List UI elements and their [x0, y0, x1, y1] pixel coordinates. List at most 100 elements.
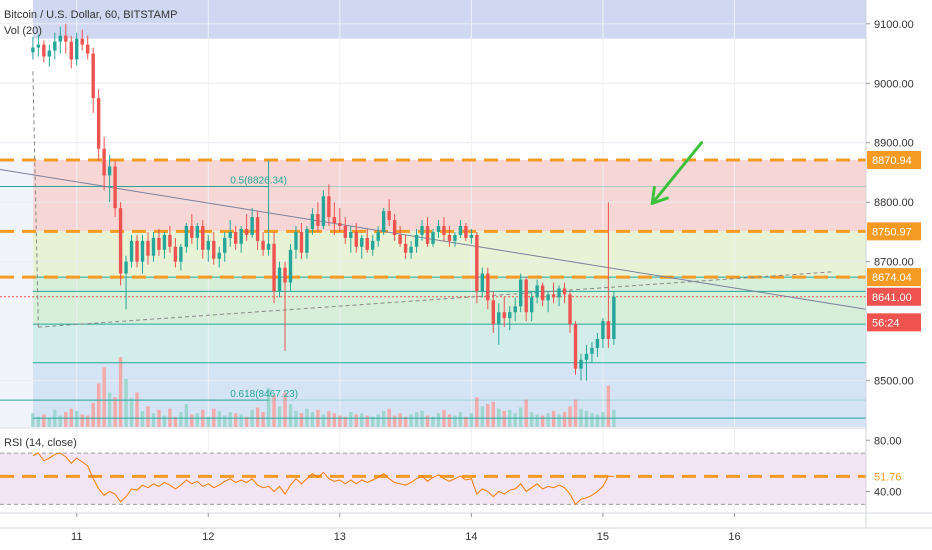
candle-body-85	[497, 312, 501, 325]
left-region	[0, 160, 33, 427]
volume-bar-103	[595, 414, 600, 427]
candle-body-103	[595, 338, 600, 348]
candle-body-99	[573, 324, 578, 369]
volume-bar-97	[562, 412, 567, 427]
candle-body-75	[442, 225, 446, 235]
candle-body-50	[305, 228, 309, 253]
candle-body-36	[228, 231, 232, 238]
candle-body-15	[113, 166, 117, 209]
candle-body-88	[513, 306, 517, 313]
volume-bar-53	[321, 414, 326, 427]
candle-body-22	[151, 237, 156, 256]
volume-bar-63	[376, 414, 380, 427]
arrow-head-1	[650, 186, 656, 205]
volume-bar-38	[239, 414, 243, 427]
candle-body-13	[102, 148, 106, 176]
candle-body-51	[310, 214, 315, 229]
candle-body-34	[217, 252, 221, 259]
volume-bar-32	[206, 416, 210, 427]
volume-bar-21	[146, 406, 150, 427]
fib-label-05: 0.5(8826.34)	[230, 176, 287, 187]
time-axis[interactable]: 11 12 13 14 15 16	[0, 513, 932, 543]
candle-body-101	[584, 353, 589, 360]
volume-bar-30	[195, 413, 200, 427]
volume-bar-99	[573, 399, 578, 427]
volume-bar-95	[551, 410, 556, 427]
candle-body-70	[414, 234, 419, 247]
arrow-shaft	[650, 141, 704, 205]
fib-labels: 0.5(8826.34) 0.618(8467.23)	[230, 176, 298, 401]
volume-bar-49	[299, 413, 304, 427]
volume-bar-9	[80, 414, 84, 427]
price-tick-label-5: 8500.00	[874, 376, 914, 388]
fib-band-0	[32, 0, 867, 39]
candle-body-14	[107, 166, 112, 176]
price-label-text-4: 56:24	[872, 317, 900, 329]
rsi-pane	[0, 427, 932, 514]
volume-bar-93	[540, 415, 545, 427]
candle-body-66	[392, 220, 397, 235]
candle-body-48	[294, 231, 298, 250]
time-tick-label-0: 11	[71, 531, 82, 543]
volume-bar-59	[354, 414, 358, 427]
volume-bar-86	[502, 410, 506, 427]
rsi-line	[32, 452, 614, 506]
rsi-band	[0, 453, 866, 505]
volume-bar-43	[266, 387, 271, 427]
candle-body-49	[299, 231, 304, 253]
volume-bar-6	[64, 412, 68, 427]
candle-body-69	[409, 246, 413, 253]
volume-bar-29	[190, 414, 194, 427]
candle-body-24	[162, 234, 167, 250]
fib-band-1	[32, 160, 867, 232]
price-tick-label-0: 9100.00	[874, 19, 914, 31]
candle-body-68	[403, 243, 408, 253]
candle-body-19	[135, 240, 139, 262]
candle-body-61	[365, 237, 369, 250]
volume-bar-41	[255, 407, 260, 427]
candle-body-81	[475, 234, 479, 292]
candle-body-39	[244, 228, 249, 235]
candle-body-26	[173, 246, 178, 262]
candle-body-12	[96, 98, 101, 149]
volume-bar-37	[233, 413, 238, 427]
volume-bar-12	[96, 383, 101, 427]
volume-bar-15	[113, 397, 117, 427]
volume-bar-57	[343, 416, 348, 427]
price-axis-bg	[866, 0, 932, 512]
candle-body-98	[568, 294, 572, 325]
price-label-bg-1	[867, 222, 921, 241]
candle-body-38	[239, 228, 243, 244]
candle-body-20	[140, 240, 145, 262]
volume-bar-54	[327, 410, 331, 427]
volume-bar-18	[129, 398, 134, 427]
candle-body-79	[464, 225, 468, 238]
chart-title: Bitcoin / U.S. Dollar, 60, BITSTAMP	[4, 9, 177, 21]
volume-bar-46	[283, 392, 287, 427]
volume-bar-71	[420, 410, 424, 427]
volume-bar-68	[403, 416, 408, 427]
price-label-text-3: 8641.00	[872, 292, 912, 304]
horizontal-levels	[0, 158, 866, 298]
green-arrow	[650, 141, 704, 205]
volume-bar-11	[91, 402, 95, 427]
volume-bar-90	[524, 399, 528, 427]
candle-body-90	[524, 279, 528, 313]
price-label-text-0: 8870.94	[872, 155, 912, 167]
volume-bar-81	[475, 397, 479, 427]
candle-body-6	[64, 35, 68, 42]
price-axis[interactable]: 9100.00 9000.00 8900.00 8800.00 8700.00 8500.…	[865, 0, 932, 528]
candle-body-5	[58, 35, 62, 42]
volume-bar-8	[75, 410, 79, 427]
price-label-text-2: 8674.04	[872, 272, 912, 284]
fib-band-3	[32, 277, 867, 325]
volume-bar-82	[480, 406, 485, 427]
candle-body-105	[606, 321, 611, 339]
candle-body-60	[360, 237, 364, 247]
volume-bar-45	[277, 406, 282, 427]
candle-body-87	[508, 312, 512, 319]
rsi-axis[interactable]: 80.00 40.00 51.76	[866, 435, 912, 499]
price-tick-label-3: 8800.00	[874, 197, 914, 209]
volume-bar-26	[173, 416, 178, 427]
